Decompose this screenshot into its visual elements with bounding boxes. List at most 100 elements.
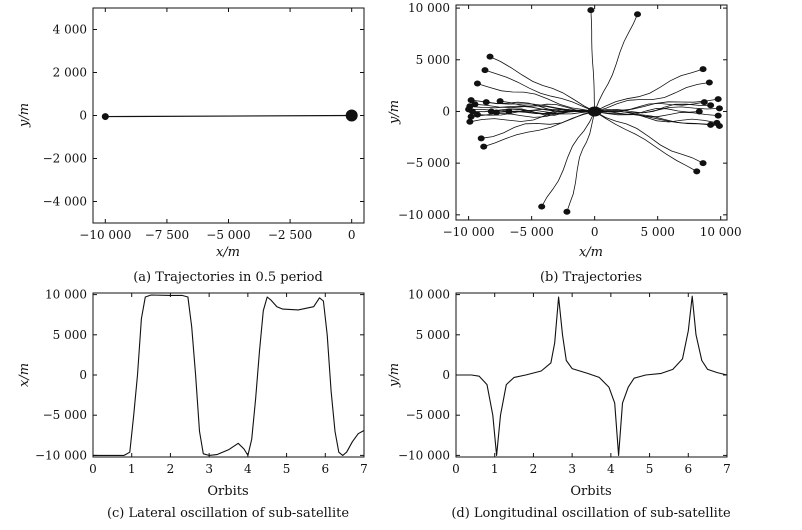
trajectory-path (594, 14, 638, 112)
endpoint-marker (486, 53, 494, 60)
caption-b: (b) Trajectories (540, 270, 642, 285)
endpoint-marker (465, 106, 473, 113)
x-tick-label: −5 000 (206, 228, 250, 242)
y-tick-label: −4 000 (43, 195, 87, 209)
x-tick-label: −5 000 (509, 225, 553, 239)
x-tick-label: 0 (348, 228, 356, 242)
endpoint-marker (471, 101, 479, 108)
endpoint-marker (482, 99, 490, 106)
plot-frame-b (455, 4, 728, 221)
endpoint-marker (467, 97, 475, 104)
endpoint-marker (496, 98, 504, 105)
x-tick-label: 0 (89, 462, 97, 476)
x-tick-label: 1 (128, 462, 136, 476)
xlabel-b: x/m (579, 245, 603, 260)
endpoint-marker (715, 105, 723, 112)
trajectory-path (484, 69, 595, 112)
x-tick-label: −10 000 (443, 225, 495, 239)
trajectory-path (590, 10, 596, 112)
y-tick-label: 5 000 (416, 328, 450, 342)
ticks-b: −10 000 −5 000 0 5 000 10 000 −10 000 −5 000 0 5… (398, 1, 742, 239)
endpoint-marker (699, 66, 707, 73)
y-tick-label: −10 000 (398, 448, 450, 462)
y-tick-label: −2 000 (43, 152, 87, 166)
endpoint-marker (538, 203, 546, 210)
endpoint-marker (466, 118, 474, 125)
endpoint-marker (473, 80, 481, 87)
x-tick-label: 4 (607, 462, 615, 476)
endpoint-marker (473, 111, 481, 118)
y-tick-label: 4 000 (53, 23, 87, 37)
panel-b: −10 000 −5 000 0 5 000 10 000 −10 000 −5 000 0 5… (387, 1, 742, 285)
y-tick-label: −5 000 (406, 156, 450, 170)
x-tick-label: 5 000 (640, 225, 674, 239)
endpoint-marker (693, 168, 701, 175)
panel-d: 0 1 2 3 4 5 6 7 −10 000 −5 000 0 5 000 10 000 Orbits… (387, 288, 731, 521)
x-tick-label: 10 000 (700, 225, 742, 239)
endpoint-marker (480, 143, 488, 150)
x-tick-label: 0 (591, 225, 599, 239)
ticks-d: 0 1 2 3 4 5 6 7 −10 000 −5 000 0 5 000 10 000 (398, 288, 731, 476)
trajectory-path (566, 111, 596, 212)
x-tick-label: −7 500 (145, 228, 189, 242)
y-tick-label: 0 (79, 109, 87, 123)
oscillation-line (93, 294, 365, 456)
y-tick-label: 5 000 (53, 328, 87, 342)
ticks-c: 0 1 2 3 4 5 6 7 −10 000 −5 000 0 5 000 10 000 (35, 288, 368, 476)
x-tick-label: 7 (360, 462, 368, 476)
xlabel-c: Orbits (207, 484, 248, 499)
trajectory-path (489, 56, 595, 112)
y-tick-label: 0 (442, 368, 450, 382)
ylabel-d: y/m (387, 363, 402, 388)
endpoint-marker (695, 108, 703, 115)
x-tick-label: 0 (452, 462, 460, 476)
trajectory-path (594, 107, 700, 115)
endpoint-marker (715, 122, 723, 129)
xlabel-d: Orbits (570, 484, 611, 499)
trajectory-path (477, 83, 595, 112)
y-tick-label: 2 000 (53, 66, 87, 80)
endpoint-marker (714, 112, 722, 119)
center-marker (587, 106, 602, 117)
marks-d (456, 295, 728, 456)
y-tick-label: 0 (79, 368, 87, 382)
trajectory-path (594, 101, 705, 112)
endpoint-marker (467, 113, 475, 120)
marks-c (93, 294, 365, 456)
y-tick-label: −10 000 (398, 208, 450, 222)
endpoint-marker (505, 108, 513, 115)
x-tick-label: −2 500 (268, 228, 312, 242)
y-tick-label: −5 000 (406, 408, 450, 422)
x-tick-label: 5 (283, 462, 291, 476)
endpoint-marker (714, 96, 722, 103)
start-point-marker (101, 113, 109, 121)
y-tick-label: 10 000 (408, 288, 450, 302)
trajectory-path (594, 111, 697, 172)
endpoint-marker (492, 109, 500, 116)
panel-a: −10 000 −7 500 −5 000 −2 500 0 −4 000 −2 000 0 2… (17, 7, 365, 285)
y-tick-label: 10 000 (45, 288, 87, 302)
trajectory-path (594, 111, 711, 126)
endpoint-marker (707, 102, 715, 109)
ylabel-b: y/m (387, 100, 402, 125)
y-tick-label: 0 (442, 104, 450, 118)
oscillation-line (456, 295, 728, 456)
x-tick-label: 6 (321, 462, 329, 476)
endpoint-marker (705, 79, 713, 86)
trajectory-path (481, 111, 595, 139)
x-tick-label: 2 (530, 462, 538, 476)
panel-c: 0 1 2 3 4 5 6 7 −10 000 −5 000 0 5 000 10 000 Orbits… (17, 288, 368, 521)
ylabel-a: y/m (17, 103, 32, 128)
marks-b (465, 7, 723, 215)
trajectory-path (541, 111, 596, 207)
trajectory-path (594, 68, 704, 112)
endpoint-marker (481, 67, 489, 74)
endpoint-marker (634, 11, 642, 18)
x-tick-label: 3 (568, 462, 576, 476)
x-tick-label: 6 (684, 462, 692, 476)
trajectory-path (483, 111, 595, 147)
plot-frame-c (92, 292, 365, 458)
end-point-marker (345, 109, 358, 122)
endpoint-marker (707, 121, 715, 128)
